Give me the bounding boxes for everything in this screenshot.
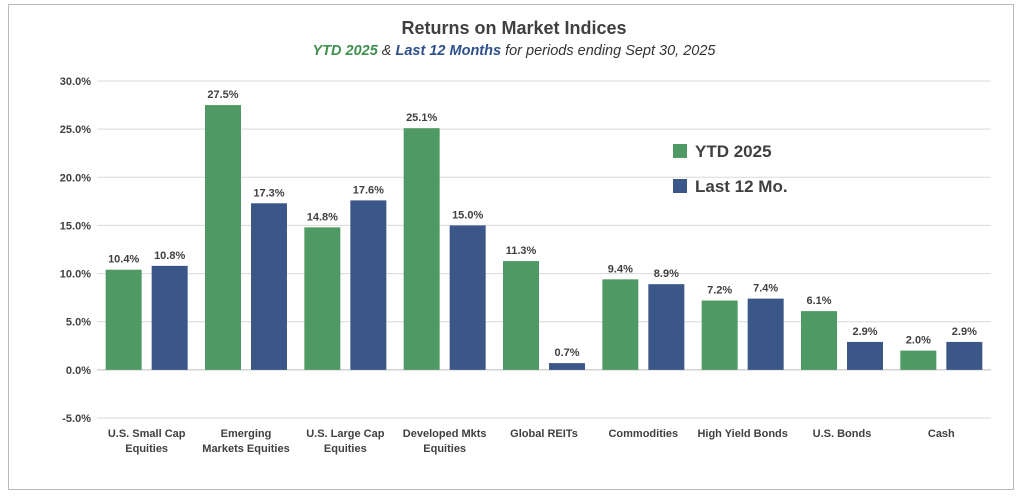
y-tick-label: 25.0% bbox=[60, 124, 91, 136]
data-label: 0.7% bbox=[554, 347, 579, 359]
category-label: High Yield Bonds bbox=[697, 428, 787, 440]
category-label: Equities bbox=[423, 443, 466, 455]
data-label: 17.3% bbox=[253, 187, 284, 199]
bar-chart: Returns on Market Indices YTD 2025 & Las… bbox=[60, 18, 991, 455]
category-label: Commodities bbox=[608, 428, 678, 440]
bar-last-12 bbox=[449, 225, 486, 370]
chart-subtitle: YTD 2025 & Last 12 Months for periods en… bbox=[312, 43, 716, 59]
category-label: Cash bbox=[928, 428, 955, 440]
bar-last-12 bbox=[549, 363, 585, 370]
data-labels: 10.4% 10.8% 27.5% 17.3% 14.8% 17.6% 25.1% 15.0%… bbox=[108, 89, 977, 359]
data-label: 2.9% bbox=[952, 326, 977, 338]
y-tick-label: 5.0% bbox=[66, 317, 91, 329]
category-label: Equities bbox=[125, 443, 168, 455]
bar-ytd bbox=[304, 227, 341, 370]
data-label: 15.0% bbox=[452, 209, 483, 221]
bars bbox=[105, 105, 983, 370]
bar-ytd bbox=[503, 261, 539, 370]
data-label: 10.4% bbox=[108, 254, 139, 266]
category-label: Markets Equities bbox=[202, 443, 289, 455]
chart-title: Returns on Market Indices bbox=[401, 18, 626, 38]
legend-swatch bbox=[673, 179, 687, 193]
bar-last-12 bbox=[251, 203, 287, 370]
category-label: Equities bbox=[324, 443, 367, 455]
y-tick-label: 10.0% bbox=[60, 269, 91, 281]
bar-ytd bbox=[205, 105, 241, 370]
bar-ytd bbox=[403, 128, 440, 370]
data-label: 2.9% bbox=[852, 326, 877, 338]
category-label: Developed Mkts bbox=[403, 428, 487, 440]
legend-swatch bbox=[673, 144, 687, 158]
subtitle-period: for periods ending Sept 30, 2025 bbox=[501, 43, 716, 59]
category-label: U.S. Bonds bbox=[813, 428, 872, 440]
y-tick-label: 30.0% bbox=[60, 76, 91, 88]
category-label: Emerging bbox=[221, 428, 272, 440]
data-label: 14.8% bbox=[307, 211, 338, 223]
bar-last-12 bbox=[946, 341, 983, 370]
data-label: 8.9% bbox=[654, 268, 679, 280]
data-label: 7.4% bbox=[753, 283, 778, 295]
y-axis-ticks: 30.0% 25.0% 20.0% 15.0% 10.0% 5.0% 0.0% -5.0% bbox=[60, 76, 91, 425]
category-label: Global REITs bbox=[510, 428, 578, 440]
x-axis-categories: U.S. Small Cap Equities Emerging Markets Eq… bbox=[108, 428, 955, 455]
y-tick-label: 15.0% bbox=[60, 220, 91, 232]
bar-last-12 bbox=[747, 298, 784, 370]
bar-last-12 bbox=[350, 200, 387, 370]
y-tick-label: 0.0% bbox=[66, 365, 91, 377]
gridlines bbox=[97, 80, 991, 419]
chart-frame: Returns on Market Indices YTD 2025 & Las… bbox=[8, 4, 1014, 490]
data-label: 11.3% bbox=[506, 245, 537, 257]
data-label: 10.8% bbox=[154, 250, 185, 262]
y-tick-label: -5.0% bbox=[62, 413, 91, 425]
legend-label: Last 12 Mo. bbox=[695, 177, 788, 196]
data-label: 9.4% bbox=[608, 263, 633, 275]
bar-last-12 bbox=[648, 284, 685, 370]
bar-last-12 bbox=[847, 341, 883, 370]
bar-last-12 bbox=[151, 265, 188, 370]
bar-ytd bbox=[900, 350, 937, 370]
category-label: U.S. Large Cap bbox=[306, 428, 385, 440]
subtitle-ytd: YTD 2025 bbox=[312, 43, 378, 59]
bar-ytd bbox=[701, 300, 738, 370]
data-label: 17.6% bbox=[353, 184, 384, 196]
category-label: U.S. Small Cap bbox=[108, 428, 186, 440]
data-label: 25.1% bbox=[406, 112, 437, 124]
data-label: 7.2% bbox=[707, 285, 732, 297]
subtitle-last-12: Last 12 Months bbox=[396, 43, 502, 59]
legend: YTD 2025 Last 12 Mo. bbox=[673, 142, 788, 196]
data-label: 2.0% bbox=[906, 335, 931, 347]
y-tick-label: 20.0% bbox=[60, 172, 91, 184]
bar-ytd bbox=[801, 311, 837, 370]
subtitle-amp: & bbox=[378, 43, 396, 59]
bar-ytd bbox=[602, 279, 639, 370]
data-label: 27.5% bbox=[207, 89, 238, 101]
bar-ytd bbox=[105, 269, 142, 370]
data-label: 6.1% bbox=[806, 295, 831, 307]
legend-label: YTD 2025 bbox=[695, 142, 772, 161]
